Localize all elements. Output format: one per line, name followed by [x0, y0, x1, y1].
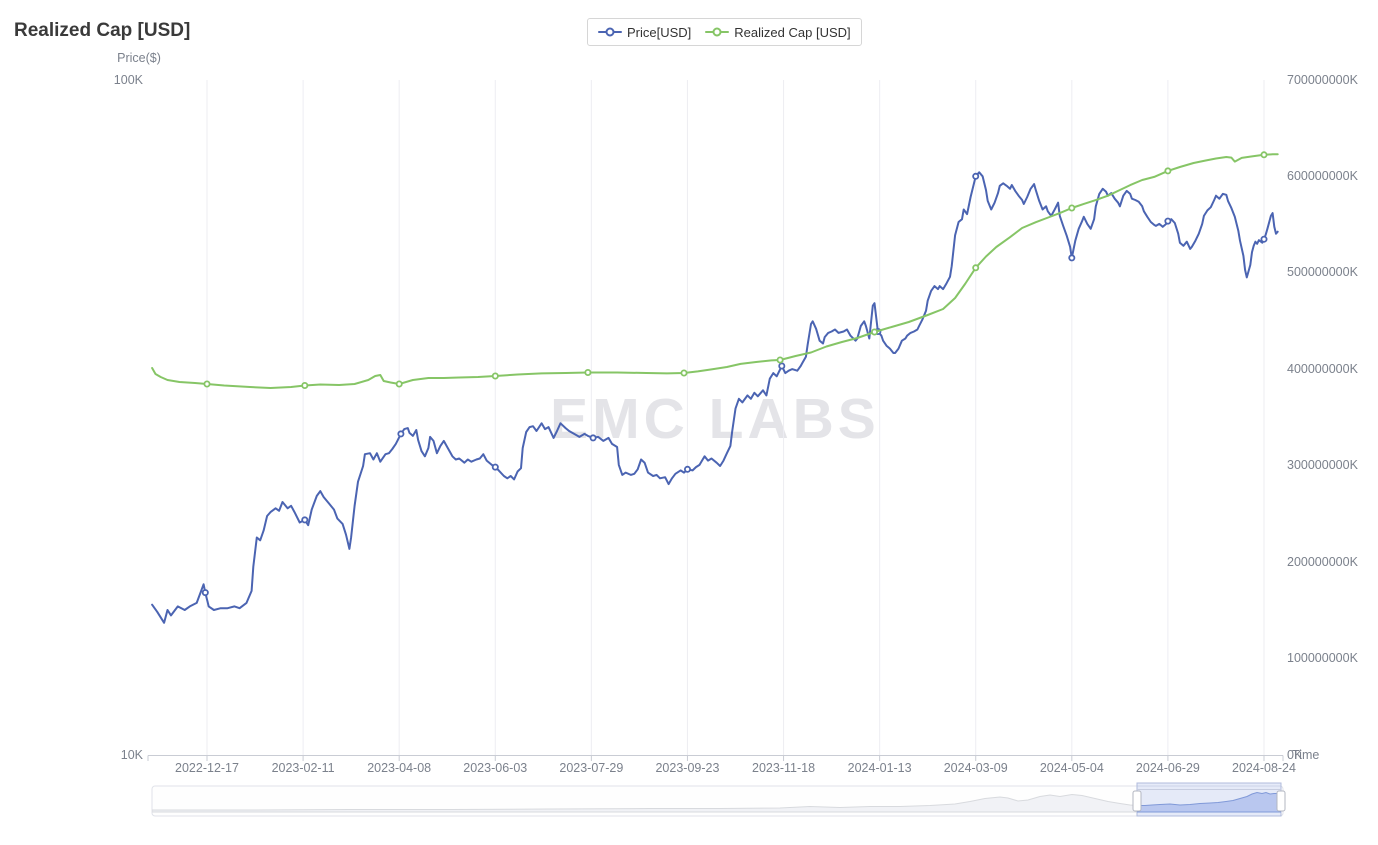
data-point-marker[interactable]	[203, 380, 211, 388]
series-line	[151, 153, 1279, 389]
legend-label: Price[USD]	[627, 24, 692, 40]
y-axis-name: Price($)	[117, 51, 161, 65]
series-line	[151, 171, 1279, 624]
datazoom-handle-left[interactable]	[1132, 790, 1142, 812]
x-axis-label: 2023-09-23	[655, 761, 720, 775]
data-point-marker[interactable]	[589, 434, 597, 442]
y-axis-right-label: 500000000K	[1287, 265, 1358, 280]
data-point-marker[interactable]	[301, 381, 309, 389]
data-point-marker[interactable]	[776, 356, 784, 364]
x-axis-label: 2022-12-17	[175, 761, 239, 775]
data-point-marker[interactable]	[684, 465, 692, 473]
data-point-marker[interactable]	[491, 372, 499, 380]
x-axis-label: 2023-11-18	[752, 761, 816, 775]
legend-label: Realized Cap [USD]	[734, 24, 851, 40]
x-axis-label: 2024-01-13	[847, 761, 912, 775]
x-axis-name: Time	[1292, 748, 1320, 762]
x-axis-label: 2023-04-08	[367, 761, 432, 775]
line-circle-marker-icon	[598, 27, 622, 37]
y-axis-right-label: 700000000K	[1287, 72, 1358, 87]
data-point-marker[interactable]	[1068, 254, 1076, 262]
data-point-marker[interactable]	[301, 516, 309, 524]
data-point-marker[interactable]	[1260, 151, 1268, 159]
y-axis-left-tick-10k: 10K	[120, 748, 143, 762]
y-axis-right-label: 100000000K	[1287, 651, 1358, 666]
x-axis-label: 2024-03-09	[943, 761, 1008, 775]
data-point-marker[interactable]	[397, 430, 405, 438]
data-point-marker[interactable]	[972, 264, 980, 272]
datazoom-preview-selected	[1137, 791, 1281, 813]
x-axis-label: 2023-07-29	[559, 761, 624, 775]
y-axis-right-label: 300000000K	[1287, 458, 1358, 473]
x-axis-label: 2024-05-04	[1039, 761, 1104, 775]
data-point-marker[interactable]	[584, 368, 592, 376]
data-point-marker[interactable]	[1260, 235, 1268, 243]
data-point-marker[interactable]	[1164, 167, 1172, 175]
y-axis-right-label: 600000000K	[1287, 168, 1358, 183]
data-point-marker[interactable]	[1164, 217, 1172, 225]
data-point-marker[interactable]	[1068, 204, 1076, 212]
legend-item-realized-cap[interactable]: Realized Cap [USD]	[705, 24, 851, 40]
y-axis-right-label: 400000000K	[1287, 361, 1358, 376]
data-point-marker[interactable]	[201, 589, 209, 597]
page-title: Realized Cap [USD]	[14, 20, 191, 41]
legend: Price[USD] Realized Cap [USD]	[587, 18, 862, 46]
y-axis-right-label: 0K	[1287, 747, 1303, 762]
legend-item-price[interactable]: Price[USD]	[598, 25, 691, 40]
data-point-marker[interactable]	[395, 380, 403, 388]
line-circle-marker-icon	[705, 27, 730, 37]
data-point-marker[interactable]	[680, 369, 688, 377]
data-point-marker[interactable]	[491, 463, 499, 471]
data-point-marker[interactable]	[972, 172, 980, 180]
x-axis-label: 2024-08-24	[1232, 761, 1296, 775]
data-point-marker[interactable]	[871, 328, 879, 336]
datazoom-handle-right[interactable]	[1276, 790, 1286, 812]
x-axis-label: 2023-06-03	[463, 761, 528, 775]
y-axis-right-label: 200000000K	[1287, 554, 1358, 569]
x-axis-label: 2024-06-29	[1135, 761, 1200, 775]
data-point-marker[interactable]	[778, 362, 786, 370]
datazoom-preview	[152, 793, 1137, 813]
y-axis-left-tick-100k: 100K	[113, 73, 143, 87]
x-axis-label: 2023-02-11	[271, 761, 335, 775]
